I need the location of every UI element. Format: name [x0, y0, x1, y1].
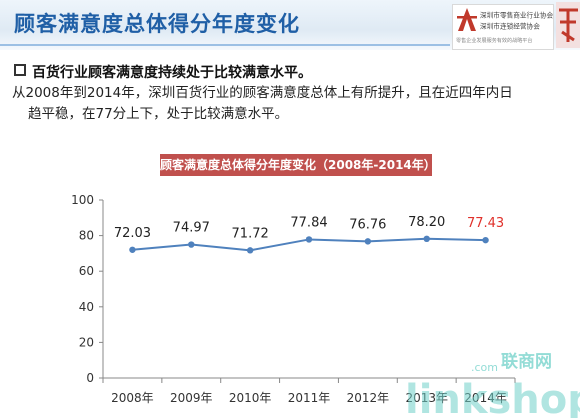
data-label: 74.97 — [173, 221, 210, 236]
bullet-text: 百货行业顾客满意度持续处于比较满意水平。 — [32, 65, 312, 81]
watermark-cn: 联商网 — [501, 351, 552, 372]
data-point — [482, 236, 489, 244]
y-tick-label: 80 — [79, 229, 94, 243]
corner-glyph-icon — [559, 8, 578, 42]
data-point — [364, 238, 372, 245]
page-title: 顾客满意度总体得分年度变化 — [14, 12, 300, 36]
x-tick-label: 2009年 — [170, 391, 213, 405]
watermark-brand: linkshop — [405, 377, 580, 418]
logo-line-1: 深圳市零售商业行业协会 — [480, 11, 554, 20]
bullet-square-icon — [14, 64, 26, 76]
data-label: 77.43 — [467, 216, 504, 231]
logo-line-2: 深圳市连锁经营协会 — [480, 22, 540, 31]
data-label: 71.72 — [232, 226, 269, 241]
x-tick-label: 2014年 — [464, 391, 507, 405]
x-tick-label: 2012年 — [347, 391, 390, 405]
summary-paragraph: 从2008年到2014年，深圳百货行业的顾客满意度总体上有所提升，且在近四年内日… — [12, 83, 572, 125]
logo-line-3: 零售企业发展服务有效的战略平台 — [456, 37, 533, 44]
y-tick-label: 60 — [79, 264, 94, 278]
line-chart: 0 20 40 60 80 100 2008年 2009年 2010年 2011年 2012年 201… — [71, 193, 516, 405]
association-logo: 深圳市零售商业行业协会 深圳市连锁经营协会 零售企业发展服务有效的战略平台 — [452, 4, 554, 50]
data-label: 72.03 — [114, 226, 151, 241]
data-point — [129, 246, 136, 253]
data-label: 77.84 — [290, 215, 327, 230]
data-point — [423, 235, 430, 243]
summary-line-2: 趋平稳，在77分上下，处于比较满意水平。 — [28, 106, 289, 122]
x-tick-label: 2011年 — [288, 391, 331, 405]
corner-logo-fragment — [556, 2, 580, 48]
data-label: 78.20 — [408, 215, 445, 230]
linkshop-watermark: 联商网 .com linkshop — [405, 351, 580, 418]
chart-title: 顾客满意度总体得分年度变化（2008年-2014年） — [160, 154, 436, 176]
y-tick-label: 0 — [86, 371, 94, 385]
y-tick-label: 20 — [79, 335, 94, 349]
x-tick-label: 2008年 — [111, 391, 154, 405]
data-point — [246, 247, 254, 254]
x-tick-label: 2013年 — [405, 391, 448, 405]
x-tick-label: 2010年 — [229, 391, 272, 405]
header-divider — [0, 44, 450, 46]
bullet-point: 百货行业顾客满意度持续处于比较满意水平。 — [14, 62, 312, 82]
data-point — [305, 236, 313, 243]
logo-emblem-icon — [457, 8, 477, 31]
data-point — [188, 241, 195, 248]
y-tick-label: 40 — [79, 300, 94, 314]
summary-line-1: 从2008年到2014年，深圳百货行业的顾客满意度总体上有所提升，且在近四年内日 — [12, 85, 513, 101]
data-label: 76.76 — [349, 217, 386, 232]
watermark-dot: .com — [471, 361, 498, 374]
y-tick-label: 100 — [71, 193, 94, 207]
